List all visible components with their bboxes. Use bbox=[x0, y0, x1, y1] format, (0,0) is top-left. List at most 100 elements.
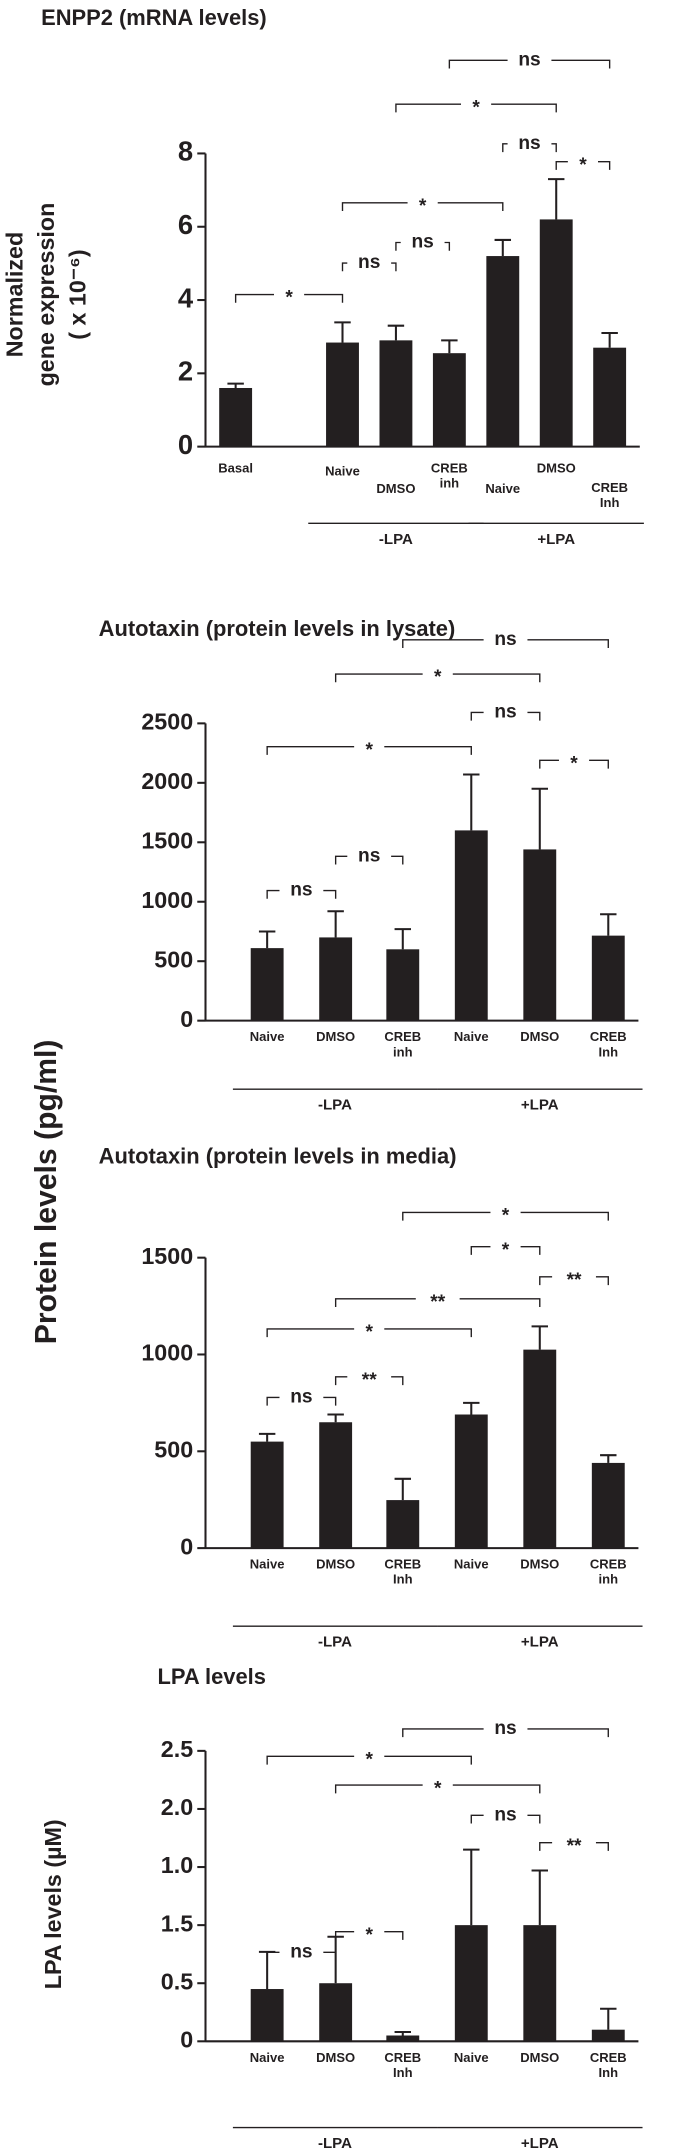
bar bbox=[250, 1441, 284, 1549]
x-tick-label: Naive bbox=[454, 2051, 489, 2066]
y-tick-label: 4 bbox=[178, 282, 194, 313]
significance-bracket bbox=[334, 673, 541, 683]
bar bbox=[591, 1462, 625, 1549]
error-bar bbox=[258, 1432, 276, 1442]
group-label: -LPA bbox=[318, 1634, 352, 1651]
group-label: +LPA bbox=[537, 531, 575, 548]
significance-bracket bbox=[266, 1328, 472, 1338]
significance-label: * bbox=[570, 754, 578, 775]
significance-label: ns bbox=[518, 133, 540, 154]
error-bar bbox=[394, 928, 412, 950]
group-label: -LPA bbox=[318, 1097, 352, 1114]
y-axis-label: gene expression bbox=[33, 203, 59, 387]
error-bar bbox=[601, 331, 618, 348]
significance-bracket bbox=[334, 1784, 541, 1794]
y-tick-label: 0 bbox=[180, 1533, 193, 1559]
significance-label: ns bbox=[411, 232, 433, 253]
error-bar bbox=[463, 1848, 480, 1926]
category-text: DMSO bbox=[316, 1557, 356, 1573]
significance-bracket bbox=[334, 855, 404, 865]
bar bbox=[326, 342, 359, 447]
error-bar bbox=[600, 2007, 617, 2030]
x-tick-label: DMSO bbox=[376, 482, 416, 498]
significance-label: ns bbox=[358, 252, 380, 273]
error-bar bbox=[463, 773, 480, 831]
bar bbox=[219, 387, 253, 447]
y-tick-label: 2.0 bbox=[161, 1794, 193, 1820]
bar bbox=[379, 340, 413, 447]
significance-label: * bbox=[579, 155, 587, 176]
bar bbox=[593, 347, 627, 447]
y-tick-label: 0.5 bbox=[161, 1968, 193, 1994]
category-text: Basal bbox=[218, 461, 254, 477]
significance-label: * bbox=[365, 1750, 373, 1771]
category-text: Naive bbox=[249, 1030, 285, 1046]
bar bbox=[454, 1414, 488, 1549]
x-tick-label: CREB Inh bbox=[590, 2051, 627, 2081]
error-bar bbox=[394, 1477, 412, 1501]
significance-label: * bbox=[434, 667, 442, 688]
x-tick-label: Basal bbox=[218, 461, 254, 477]
significance-label: * bbox=[419, 196, 427, 217]
significance-label: * bbox=[365, 740, 373, 761]
category-text: CREB inh bbox=[589, 1557, 627, 1588]
x-tick-label: CREB inh bbox=[589, 1557, 627, 1588]
error-bar bbox=[334, 321, 351, 343]
chart-title: Autotaxin (protein levels in lysate) bbox=[99, 616, 456, 641]
y-tick-label: 500 bbox=[154, 946, 193, 972]
x-tick-label: Naive bbox=[250, 1558, 285, 1573]
significance-bracket bbox=[448, 59, 611, 69]
y-tick-label: 1500 bbox=[141, 827, 193, 853]
group-label: +LPA bbox=[521, 1097, 559, 1114]
error-bar bbox=[441, 339, 458, 354]
significance-bracket bbox=[470, 1246, 541, 1255]
significance-bracket bbox=[334, 1931, 404, 1940]
bar bbox=[250, 1989, 284, 2042]
significance-label: ns bbox=[290, 1386, 312, 1407]
category-text: CREB Inh bbox=[384, 2050, 422, 2082]
significance-bracket bbox=[334, 1298, 541, 1307]
bar bbox=[454, 830, 488, 1021]
significance-label: * bbox=[502, 1206, 510, 1227]
error-bar bbox=[548, 178, 565, 220]
bar bbox=[591, 2029, 625, 2042]
y-axis-label: LPA levels (µM) bbox=[40, 1819, 66, 1989]
significance-bracket bbox=[395, 241, 451, 251]
significance-bracket bbox=[402, 1728, 609, 1738]
y-tick-label: 1500 bbox=[141, 1243, 193, 1269]
category-text: DMSO bbox=[316, 2050, 356, 2066]
x-tick-label: Naive bbox=[249, 2050, 285, 2066]
bar bbox=[432, 353, 466, 447]
category-text: DMSO bbox=[376, 482, 416, 498]
error-bar bbox=[227, 382, 244, 388]
error-bar bbox=[494, 238, 512, 257]
category-text: CREB Inh bbox=[591, 480, 629, 512]
error-bar bbox=[600, 1454, 617, 1463]
x-tick-label: DMSO bbox=[520, 1557, 560, 1573]
y-tick-label: 6 bbox=[178, 209, 193, 240]
category-text: Naive bbox=[249, 2050, 285, 2066]
bar bbox=[523, 1349, 557, 1549]
significance-label: * bbox=[365, 1925, 373, 1946]
x-tick-label: CREB Inh bbox=[384, 2050, 422, 2082]
group-label: -LPA bbox=[318, 2135, 352, 2149]
error-bar bbox=[327, 1413, 344, 1423]
significance-label: ns bbox=[494, 1804, 516, 1825]
error-bar bbox=[531, 787, 548, 850]
significance-bracket bbox=[395, 103, 557, 113]
x-tick-label: DMSO bbox=[520, 1030, 559, 1045]
x-tick-label: Naive bbox=[485, 482, 521, 498]
significance-bracket bbox=[470, 711, 541, 721]
bar bbox=[454, 1925, 488, 2042]
group-label: +LPA bbox=[521, 1634, 559, 1651]
significance-label: * bbox=[502, 1240, 510, 1261]
significance-label: ** bbox=[430, 1292, 445, 1313]
category-text: DMSO bbox=[520, 1557, 560, 1573]
category-text: DMSO bbox=[536, 461, 576, 477]
y-tick-label: 2.5 bbox=[161, 1736, 193, 1762]
category-text: Naive bbox=[485, 482, 521, 498]
significance-bracket bbox=[470, 1814, 541, 1824]
error-bar bbox=[531, 1869, 548, 1926]
